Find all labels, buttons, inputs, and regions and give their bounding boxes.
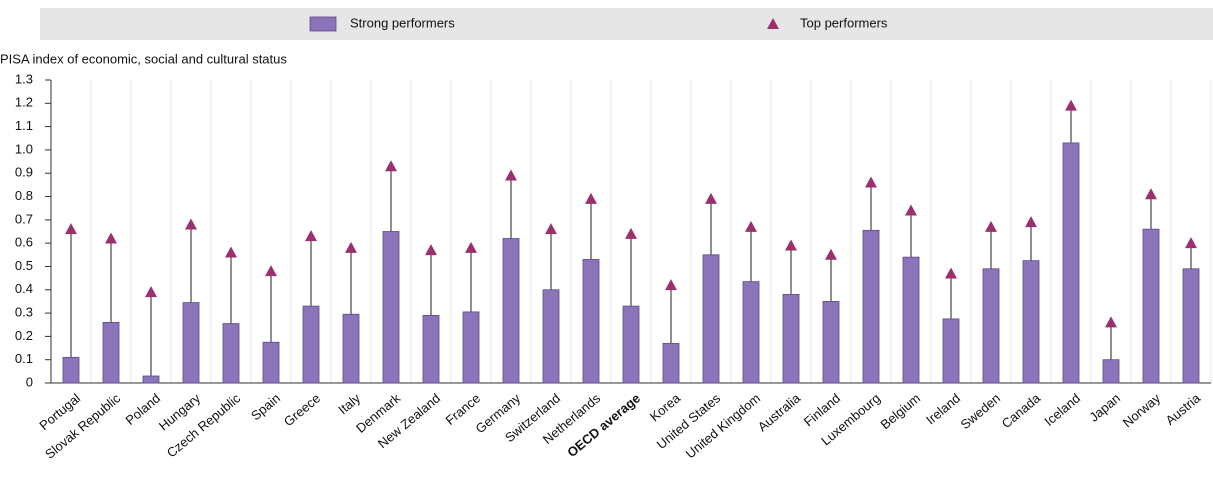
triangle-marker [985, 220, 997, 232]
bar [422, 315, 440, 384]
bar [742, 281, 760, 384]
bar [822, 301, 840, 384]
bar [902, 256, 920, 384]
x-tick-label: Belgium [878, 390, 924, 432]
x-tick-label: Czech Republic [164, 390, 244, 460]
x-tick-label: United Kingdom [683, 390, 764, 461]
bar [542, 289, 560, 384]
bar [262, 341, 280, 384]
legend-background [40, 8, 1213, 40]
x-tick-label: Austria [1162, 390, 1203, 428]
bar [862, 229, 880, 384]
legend-swatch [309, 16, 337, 32]
bar [582, 259, 600, 384]
triangle-marker [625, 227, 637, 239]
triangle-marker [705, 192, 717, 204]
triangle-marker [1145, 188, 1157, 200]
x-tick-label: Japan [1086, 390, 1123, 424]
triangle-marker [1065, 99, 1077, 111]
bar [142, 375, 160, 384]
bar [462, 311, 480, 384]
y-tick-label: 0 [26, 374, 33, 389]
triangle-marker [465, 241, 477, 253]
bar [1142, 228, 1160, 384]
triangle-marker [785, 239, 797, 251]
triangle-marker [345, 241, 357, 253]
y-tick-label: 0.6 [15, 235, 33, 250]
triangle-marker [265, 265, 277, 277]
y-tick-label: 0.4 [15, 281, 33, 296]
triangle-marker [585, 192, 597, 204]
triangle-marker [1185, 237, 1197, 249]
triangle-marker [105, 232, 117, 244]
bar [1062, 142, 1080, 384]
x-tick-label: Australia [755, 390, 804, 434]
x-tick-label: Ireland [923, 390, 963, 427]
triangle-marker [425, 244, 437, 256]
y-tick-label: 0.7 [15, 211, 33, 226]
triangle-marker [745, 220, 757, 232]
x-tick-label: Iceland [1041, 390, 1083, 428]
bar [702, 254, 720, 384]
y-tick-label: 0.8 [15, 188, 33, 203]
bar [1102, 359, 1120, 384]
x-tick-label: Italy [335, 390, 363, 417]
bar [342, 313, 360, 384]
y-tick-label: 1.2 [15, 95, 33, 110]
x-tick-label: Spain [248, 390, 283, 423]
triangle-marker [305, 230, 317, 242]
y-tick-label: 1.1 [15, 118, 33, 133]
y-tick-label: 0.2 [15, 328, 33, 343]
bar [622, 305, 640, 384]
x-tick-label: Sweden [958, 390, 1004, 432]
bar [222, 323, 240, 384]
y-tick-label: 1.0 [15, 141, 33, 156]
y-axis-label: PISA index of economic, social and cultu… [0, 51, 287, 66]
legend-label: Strong performers [350, 15, 455, 30]
y-tick-label: 0.5 [15, 258, 33, 273]
triangle-marker [505, 169, 517, 181]
triangle-marker [385, 160, 397, 172]
y-tick-label: 0.1 [15, 351, 33, 366]
triangle-marker [225, 246, 237, 258]
bar [982, 268, 1000, 384]
x-tick-label: Canada [999, 390, 1044, 431]
bar [182, 302, 200, 384]
y-tick-label: 1.3 [15, 71, 33, 86]
bar [1182, 268, 1200, 384]
x-tick-label: Norway [1120, 390, 1164, 430]
legend-label: Top performers [800, 15, 888, 30]
triangle-marker [865, 176, 877, 188]
bar [782, 294, 800, 384]
triangle-marker [1025, 216, 1037, 228]
y-tick-label: 0.9 [15, 165, 33, 180]
triangle-marker [905, 204, 917, 216]
bar [502, 238, 520, 384]
bar [1022, 260, 1040, 384]
triangle-marker [65, 223, 77, 235]
bar [942, 318, 960, 384]
x-tick-label: Greece [281, 390, 323, 429]
bar [102, 321, 120, 384]
triangle-marker [145, 286, 157, 298]
triangle-marker [945, 267, 957, 279]
bar [302, 305, 320, 384]
y-tick-label: 0.3 [15, 305, 33, 320]
x-tick-label: OECD average [564, 390, 643, 460]
bar [382, 231, 400, 384]
legend-swatch [767, 18, 779, 29]
triangle-marker [825, 248, 837, 260]
triangle-marker [545, 223, 557, 235]
triangle-marker [1105, 316, 1117, 328]
bar [662, 342, 680, 384]
bar [62, 356, 80, 384]
triangle-marker [185, 218, 197, 230]
triangle-marker [665, 279, 677, 291]
